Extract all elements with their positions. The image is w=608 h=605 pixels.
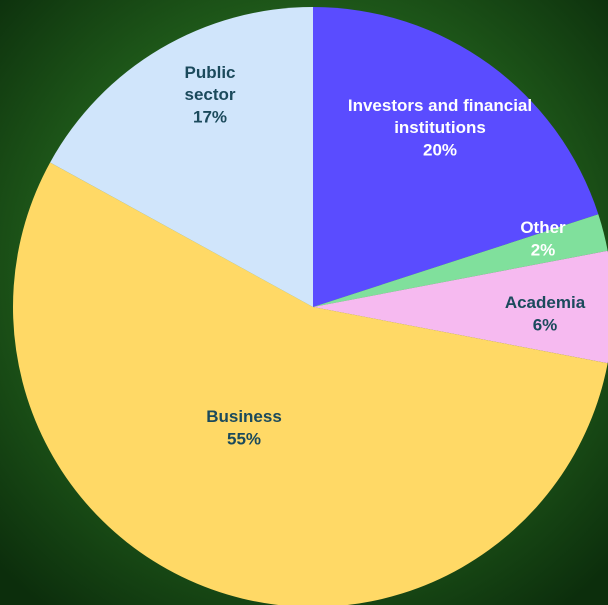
- value-label: 55%: [227, 429, 261, 448]
- slice-label: Business: [206, 407, 282, 426]
- value-label: 6%: [533, 315, 558, 334]
- value-label: 17%: [193, 107, 227, 126]
- slice-label: Academia: [505, 293, 586, 312]
- slice-label: Other: [520, 218, 566, 237]
- value-label: 2%: [531, 240, 556, 259]
- pie-slice: [313, 7, 599, 307]
- pie-slice: [313, 214, 608, 307]
- value-label: 20%: [423, 140, 457, 159]
- pie-slice: [50, 7, 313, 307]
- pie-slice: [313, 250, 608, 364]
- pie-slice: [13, 162, 608, 605]
- slice-label: Investors and financial institutions: [348, 96, 532, 137]
- slice-label: Public sector: [184, 63, 235, 104]
